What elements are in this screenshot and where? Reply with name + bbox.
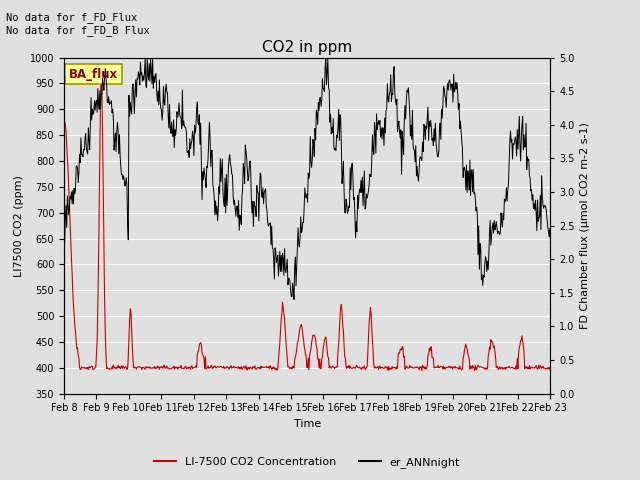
Legend: LI-7500 CO2 Concentration, er_ANNnight: LI-7500 CO2 Concentration, er_ANNnight [150,452,465,472]
Y-axis label: FD Chamber flux (μmol CO2 m-2 s-1): FD Chamber flux (μmol CO2 m-2 s-1) [580,122,591,329]
Text: No data for f_FD_B Flux: No data for f_FD_B Flux [6,25,150,36]
Text: No data for f_FD_Flux: No data for f_FD_Flux [6,12,138,23]
Text: BA_flux: BA_flux [69,68,118,81]
Title: CO2 in ppm: CO2 in ppm [262,40,353,55]
Y-axis label: LI7500 CO2 (ppm): LI7500 CO2 (ppm) [14,175,24,276]
X-axis label: Time: Time [294,419,321,429]
